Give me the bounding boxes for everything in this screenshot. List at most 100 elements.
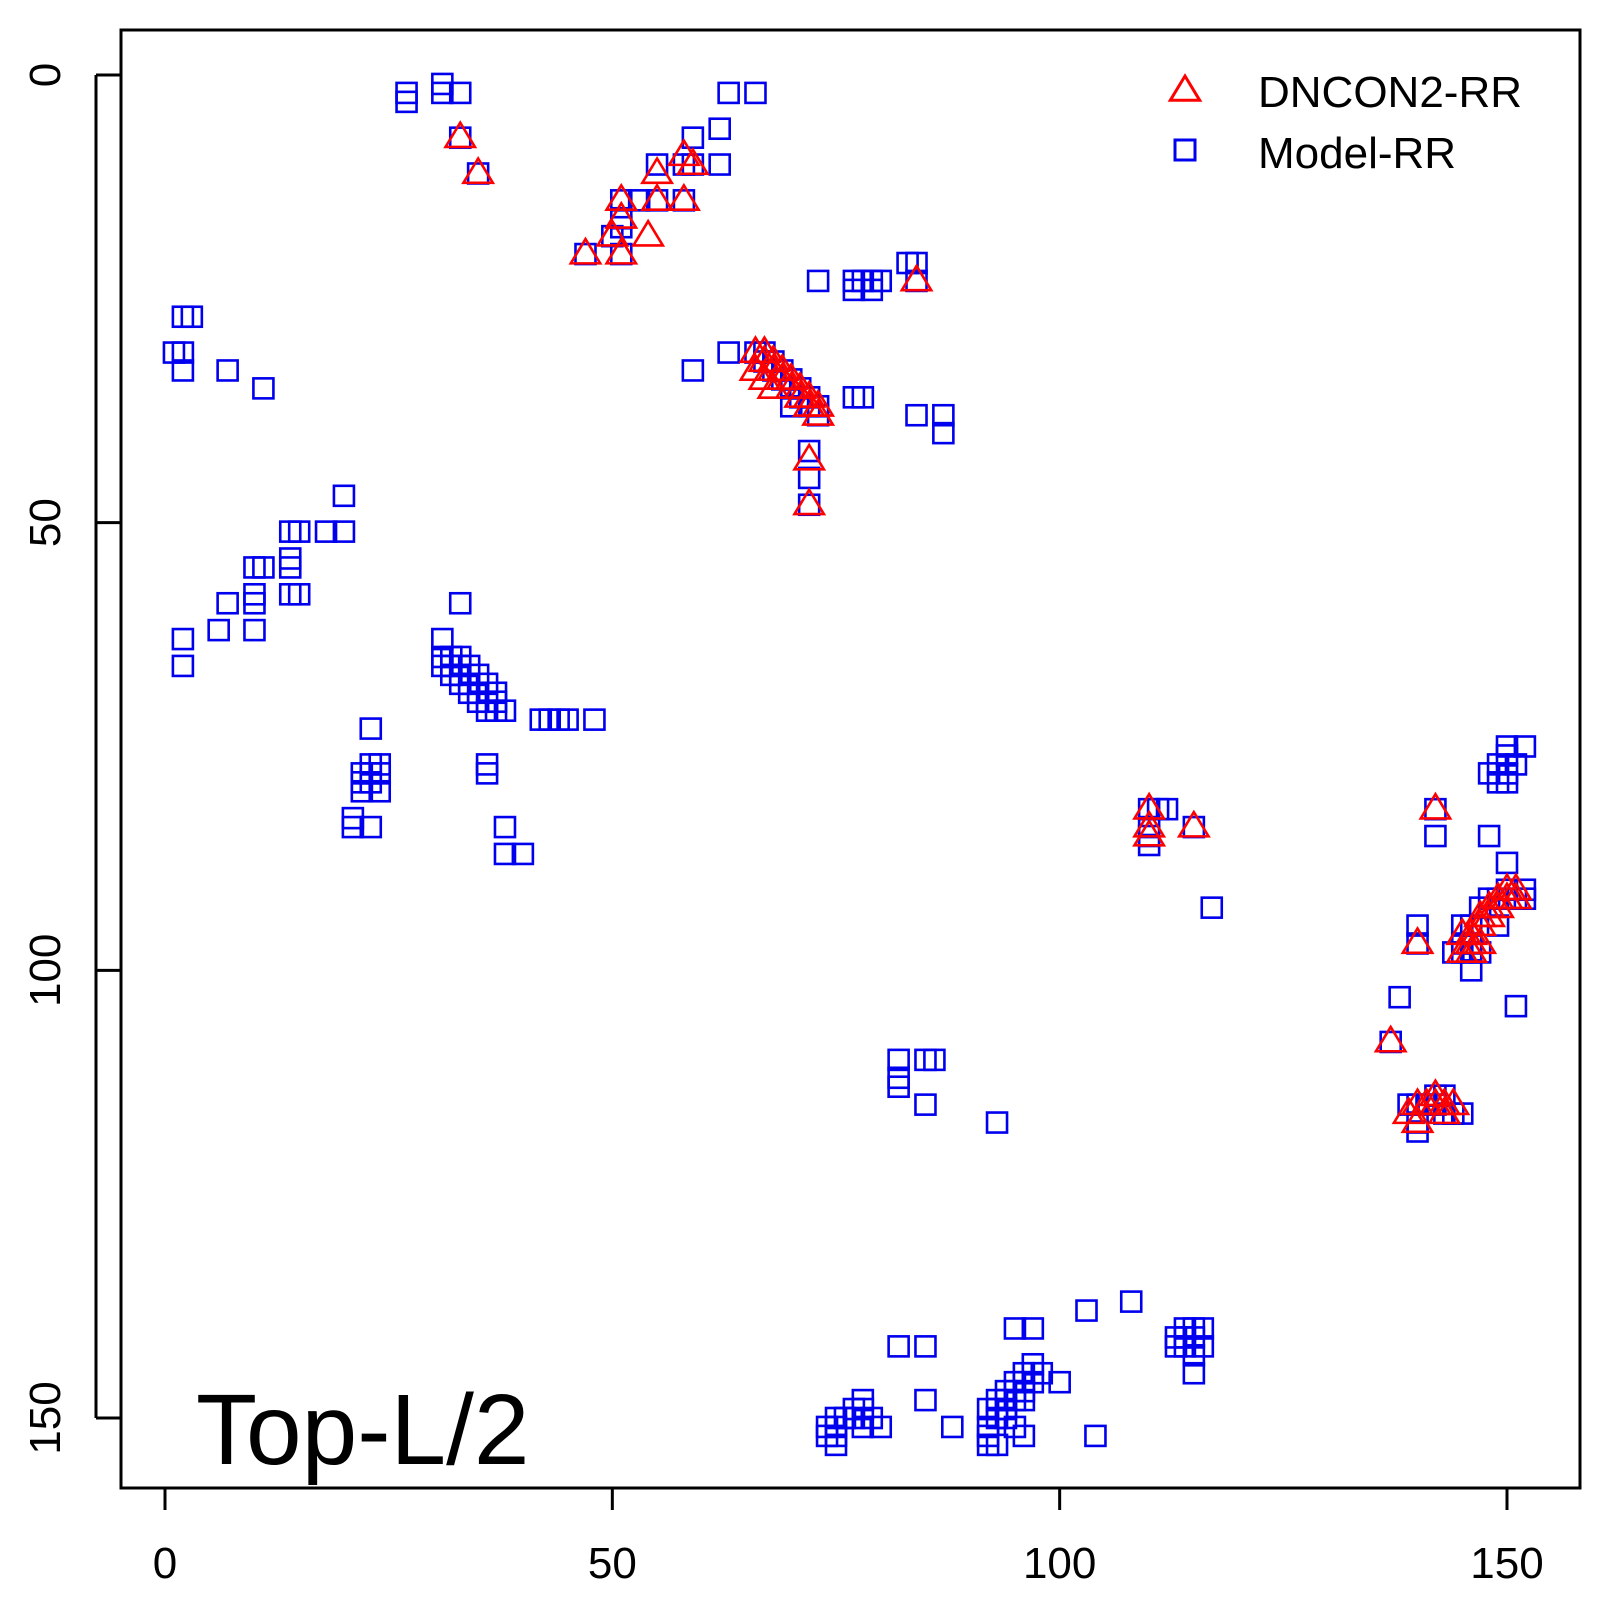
dncon2-rr-point <box>1418 791 1453 820</box>
model-rr-point <box>171 359 195 382</box>
model-rr-point <box>395 90 418 114</box>
model-rr-point <box>1424 824 1447 848</box>
x-axis: 0 50 100 150 <box>153 1486 1544 1588</box>
model-rr-point <box>1388 985 1411 1009</box>
dncon2-rr-point <box>604 182 639 211</box>
model-rr-point <box>887 1048 910 1072</box>
dncon2-rr-point <box>1436 1087 1471 1116</box>
model-rr-point <box>1406 914 1429 937</box>
dncon2-rr-point <box>666 182 701 211</box>
y-tick-label: 150 <box>21 1381 70 1454</box>
model-rr-point <box>180 305 204 329</box>
model-rr-point <box>1495 851 1519 875</box>
model-rr-point <box>923 1048 946 1072</box>
dncon2-rr-point <box>640 155 675 185</box>
model-rr-point <box>708 153 731 176</box>
model-rr-point <box>869 1415 893 1439</box>
model-rr-point <box>448 81 472 105</box>
model-rr-point <box>314 520 338 543</box>
model-rr-point <box>681 359 705 382</box>
dncon2-rr-point <box>1132 818 1167 847</box>
model-rr-point <box>475 762 499 785</box>
dncon2-rr-point <box>595 218 630 247</box>
model-rr-point <box>252 377 275 400</box>
dncon2-rr-point <box>756 370 791 399</box>
model-rr-point <box>511 842 535 866</box>
x-tick-label: 150 <box>1470 1539 1543 1588</box>
model-rr-point <box>278 556 302 579</box>
model-rr-point <box>556 708 579 731</box>
dncon2-rr-point <box>1472 899 1507 928</box>
model-rr-point <box>171 654 195 678</box>
dncon2-rr-point <box>568 236 603 265</box>
model-rr-point <box>332 484 356 508</box>
model-rr-point <box>717 341 740 364</box>
x-tick-label: 0 <box>153 1539 177 1588</box>
dncon2-rr-point <box>899 263 934 292</box>
model-rr-point <box>332 520 356 543</box>
model-rr-point <box>171 627 195 651</box>
legend-label-model: Model-RR <box>1258 129 1456 178</box>
model-rr-point <box>171 341 195 364</box>
x-tick-label: 50 <box>588 1539 637 1588</box>
dncon2-rr-point <box>604 236 639 265</box>
model-rr-point <box>1182 815 1206 839</box>
plot-area <box>119 28 1582 1490</box>
dncon2-rr-point <box>1498 881 1533 910</box>
model-rr-point <box>985 1433 1009 1457</box>
dncon2-rr-point <box>1400 1105 1435 1134</box>
dncon2-rr-point <box>675 147 710 176</box>
model-rr-point <box>914 1093 937 1116</box>
model-rr-point <box>493 842 517 866</box>
model-rr-point <box>1504 994 1528 1018</box>
model-rr-point <box>797 466 821 490</box>
model-rr-point <box>1182 1344 1206 1367</box>
y-tick-label: 50 <box>21 498 70 547</box>
dncon2-rr-point <box>1463 925 1498 955</box>
model-rr-point <box>932 421 955 445</box>
dncon2-rr-point <box>1463 908 1498 937</box>
model-rr-point <box>359 815 383 839</box>
model-rr-point <box>368 779 392 803</box>
model-rr-point <box>851 1415 875 1439</box>
model-rr-point <box>672 189 696 212</box>
dncon2-rr-point <box>1373 1024 1408 1053</box>
dncon2-rr-point <box>1400 925 1435 955</box>
dncon2-rr-point <box>1445 934 1480 964</box>
model-rr-point <box>905 403 928 427</box>
model-rr-point <box>645 153 669 176</box>
model-rr-point <box>851 386 875 409</box>
model-rr-point <box>887 1335 910 1358</box>
model-rr-point <box>287 582 311 606</box>
x-tick-label: 100 <box>1023 1539 1096 1588</box>
model-rr-point <box>1477 824 1501 848</box>
model-rr-point <box>493 815 517 839</box>
model-rr-point <box>708 117 731 141</box>
model-rr-point <box>744 81 767 105</box>
model-rr-point <box>431 81 454 105</box>
legend-triangle-marker <box>1167 73 1203 102</box>
model-rr-point <box>1084 1424 1107 1448</box>
model-rr-point <box>1379 1030 1402 1054</box>
model-rr-point <box>797 493 821 517</box>
y-axis: 0 50 100 150 <box>21 63 121 1455</box>
dncon2-rr-point <box>1132 791 1167 820</box>
dncon2-rr-point <box>461 155 496 185</box>
model-rr-point <box>1119 1290 1143 1313</box>
y-tick-label: 100 <box>21 934 70 1007</box>
y-tick-label: 0 <box>21 63 70 87</box>
dncon2-rr-point <box>1176 809 1211 838</box>
model-rr-point <box>574 242 597 266</box>
dncon2-rr-point <box>631 218 666 247</box>
dncon2-rr-point <box>640 182 675 211</box>
model-rr-point <box>1021 1317 1045 1340</box>
model-rr-point <box>932 403 955 427</box>
data-points <box>162 72 1537 1457</box>
plot-border <box>119 28 1582 1490</box>
model-rr-point <box>887 1075 910 1099</box>
dncon2-rr-point <box>801 397 836 426</box>
dncon2-rr-point <box>801 388 836 417</box>
legend: DNCON2-RR Model-RR <box>1167 68 1522 178</box>
model-rr-point <box>1459 959 1483 982</box>
model-rr-point <box>797 439 821 463</box>
